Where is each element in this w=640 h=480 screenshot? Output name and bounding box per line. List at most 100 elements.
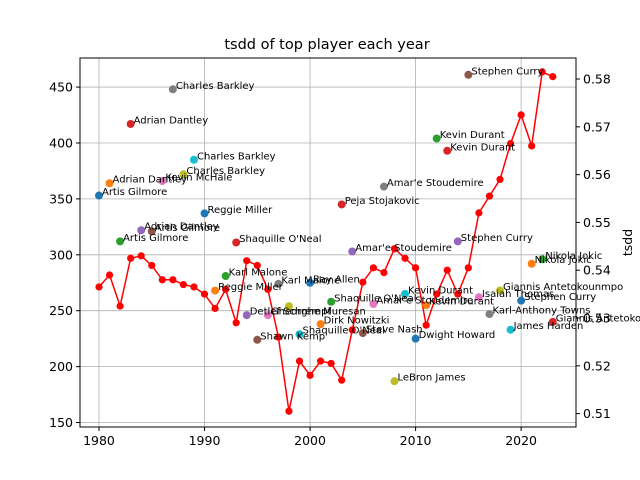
tsdd-point: [380, 269, 388, 277]
right-y-tick-label: 0.51: [583, 406, 611, 421]
tsdd-point: [200, 290, 209, 298]
x-tick-label: 2010: [400, 433, 432, 448]
player-label: Stephen Curry: [524, 292, 596, 303]
scatter-point: [517, 296, 526, 305]
tsdd-point: [517, 111, 525, 119]
scatter-point: [168, 85, 177, 94]
x-tick-label: 1980: [83, 433, 115, 448]
player-label: Amar'e Stoudemire: [376, 296, 473, 307]
scatter-point: [432, 134, 441, 143]
scatter-point: [126, 119, 135, 128]
scatter-point: [211, 286, 220, 295]
player-label: James Harden: [513, 321, 584, 332]
player-label: Nikola Jokic: [535, 255, 592, 266]
tsdd-point: [169, 276, 177, 284]
scatter-point: [94, 191, 103, 200]
tsdd-point: [433, 290, 441, 298]
tsdd-point: [148, 261, 156, 270]
tsdd-point: [390, 245, 399, 253]
scatter-point: [401, 289, 410, 298]
tsdd-point: [295, 357, 304, 365]
player-label: Ray Allen: [313, 274, 360, 285]
scatter-point: [232, 238, 241, 247]
right-y-tick-label: 0.58: [583, 72, 611, 87]
player-label: Charles Barkley: [186, 166, 265, 177]
scatter-point: [527, 259, 536, 268]
tsdd-point: [401, 254, 409, 262]
player-label: Amar'e Stoudemire: [355, 243, 452, 254]
scatter-point: [422, 301, 431, 310]
tsdd-point: [243, 257, 251, 265]
player-label: Shaquille O'Neal: [334, 293, 416, 304]
scatter-point: [189, 155, 198, 164]
right-y-axis-label: tsdd: [620, 229, 635, 256]
right-y-tick-label: 0.54: [583, 263, 611, 278]
player-label: Shawn Kemp: [260, 331, 325, 342]
player-label: Karl Malone: [281, 275, 340, 286]
player-label: Kevin Durant: [450, 142, 515, 153]
player-label: Gheorghe Muresan: [271, 307, 366, 318]
tsdd-point: [253, 261, 261, 270]
scatter-point: [200, 209, 209, 218]
tsdd-point: [538, 68, 546, 76]
tsdd-point: [443, 266, 451, 274]
player-label: Isaiah Thomas: [482, 289, 554, 300]
scatter-point: [411, 334, 420, 343]
tsdd-point: [127, 254, 135, 262]
line-layer: [95, 68, 557, 415]
scatter-point: [158, 177, 167, 185]
player-label: Shaquille O'Neal: [239, 234, 321, 245]
tsdd-point: [116, 302, 124, 310]
player-label: Charles Barkley: [197, 151, 276, 162]
tsdd-point: [528, 142, 536, 150]
scatter-point: [496, 286, 505, 295]
player-label: Kevin McHale: [165, 173, 232, 184]
player-label: Dwight Howard: [419, 330, 496, 341]
tsdd-point: [179, 280, 188, 289]
tsdd-point: [485, 192, 494, 200]
right-y-tick-label: 0.57: [583, 119, 611, 134]
right-y-tick-label: 0.52: [583, 358, 611, 373]
scatter-point: [548, 317, 557, 326]
player-label: Detlef Schrempf: [250, 307, 332, 318]
player-label: Kevin Durant: [440, 130, 505, 141]
scatter-point: [274, 279, 283, 288]
scatter-point: [453, 237, 462, 246]
player-label: Peja Stojakovic: [345, 196, 420, 207]
tsdd-point: [95, 283, 103, 291]
player-label: LeBron James: [397, 373, 465, 384]
tsdd-point: [475, 209, 483, 217]
scatter-point: [485, 310, 494, 319]
player-label: Adrian Dantley: [134, 115, 209, 126]
scatter-point: [147, 227, 156, 236]
tsdd-point: [359, 278, 367, 286]
x-tick-label: 2000: [294, 433, 326, 448]
plot-frame: [79, 57, 577, 428]
x-tick-label: 2020: [505, 433, 537, 448]
scatter-point: [105, 179, 114, 188]
tsdd-point: [411, 264, 420, 272]
tsdd-point: [327, 359, 335, 368]
scatter-point: [369, 300, 378, 308]
player-label: Adrian Dantley: [113, 175, 188, 186]
scatter-point: [306, 278, 315, 287]
player-label: Adrian Dantley: [144, 222, 219, 233]
player-label: Steve Nash: [366, 325, 423, 336]
tsdd-point: [274, 333, 282, 341]
scatter-point: [506, 325, 515, 334]
player-label: Stephen Curry: [461, 233, 533, 244]
left-y-tick-label: 450: [49, 80, 73, 95]
tsdd-point: [264, 285, 272, 293]
scatter-point: [348, 247, 357, 256]
scatter-point: [316, 320, 325, 329]
scatter-point: [443, 146, 452, 155]
chart-title: tsdd of top player each year: [224, 37, 429, 53]
player-label: Artis Gilmore: [155, 223, 220, 234]
player-label: Reggie Miller: [218, 282, 284, 293]
scatter-point: [221, 272, 230, 281]
player-label: Amar'e Stoudemire: [387, 178, 484, 189]
player-label: Stephen Curry: [471, 66, 543, 77]
right-y-tick-label: 0.55: [583, 215, 611, 230]
